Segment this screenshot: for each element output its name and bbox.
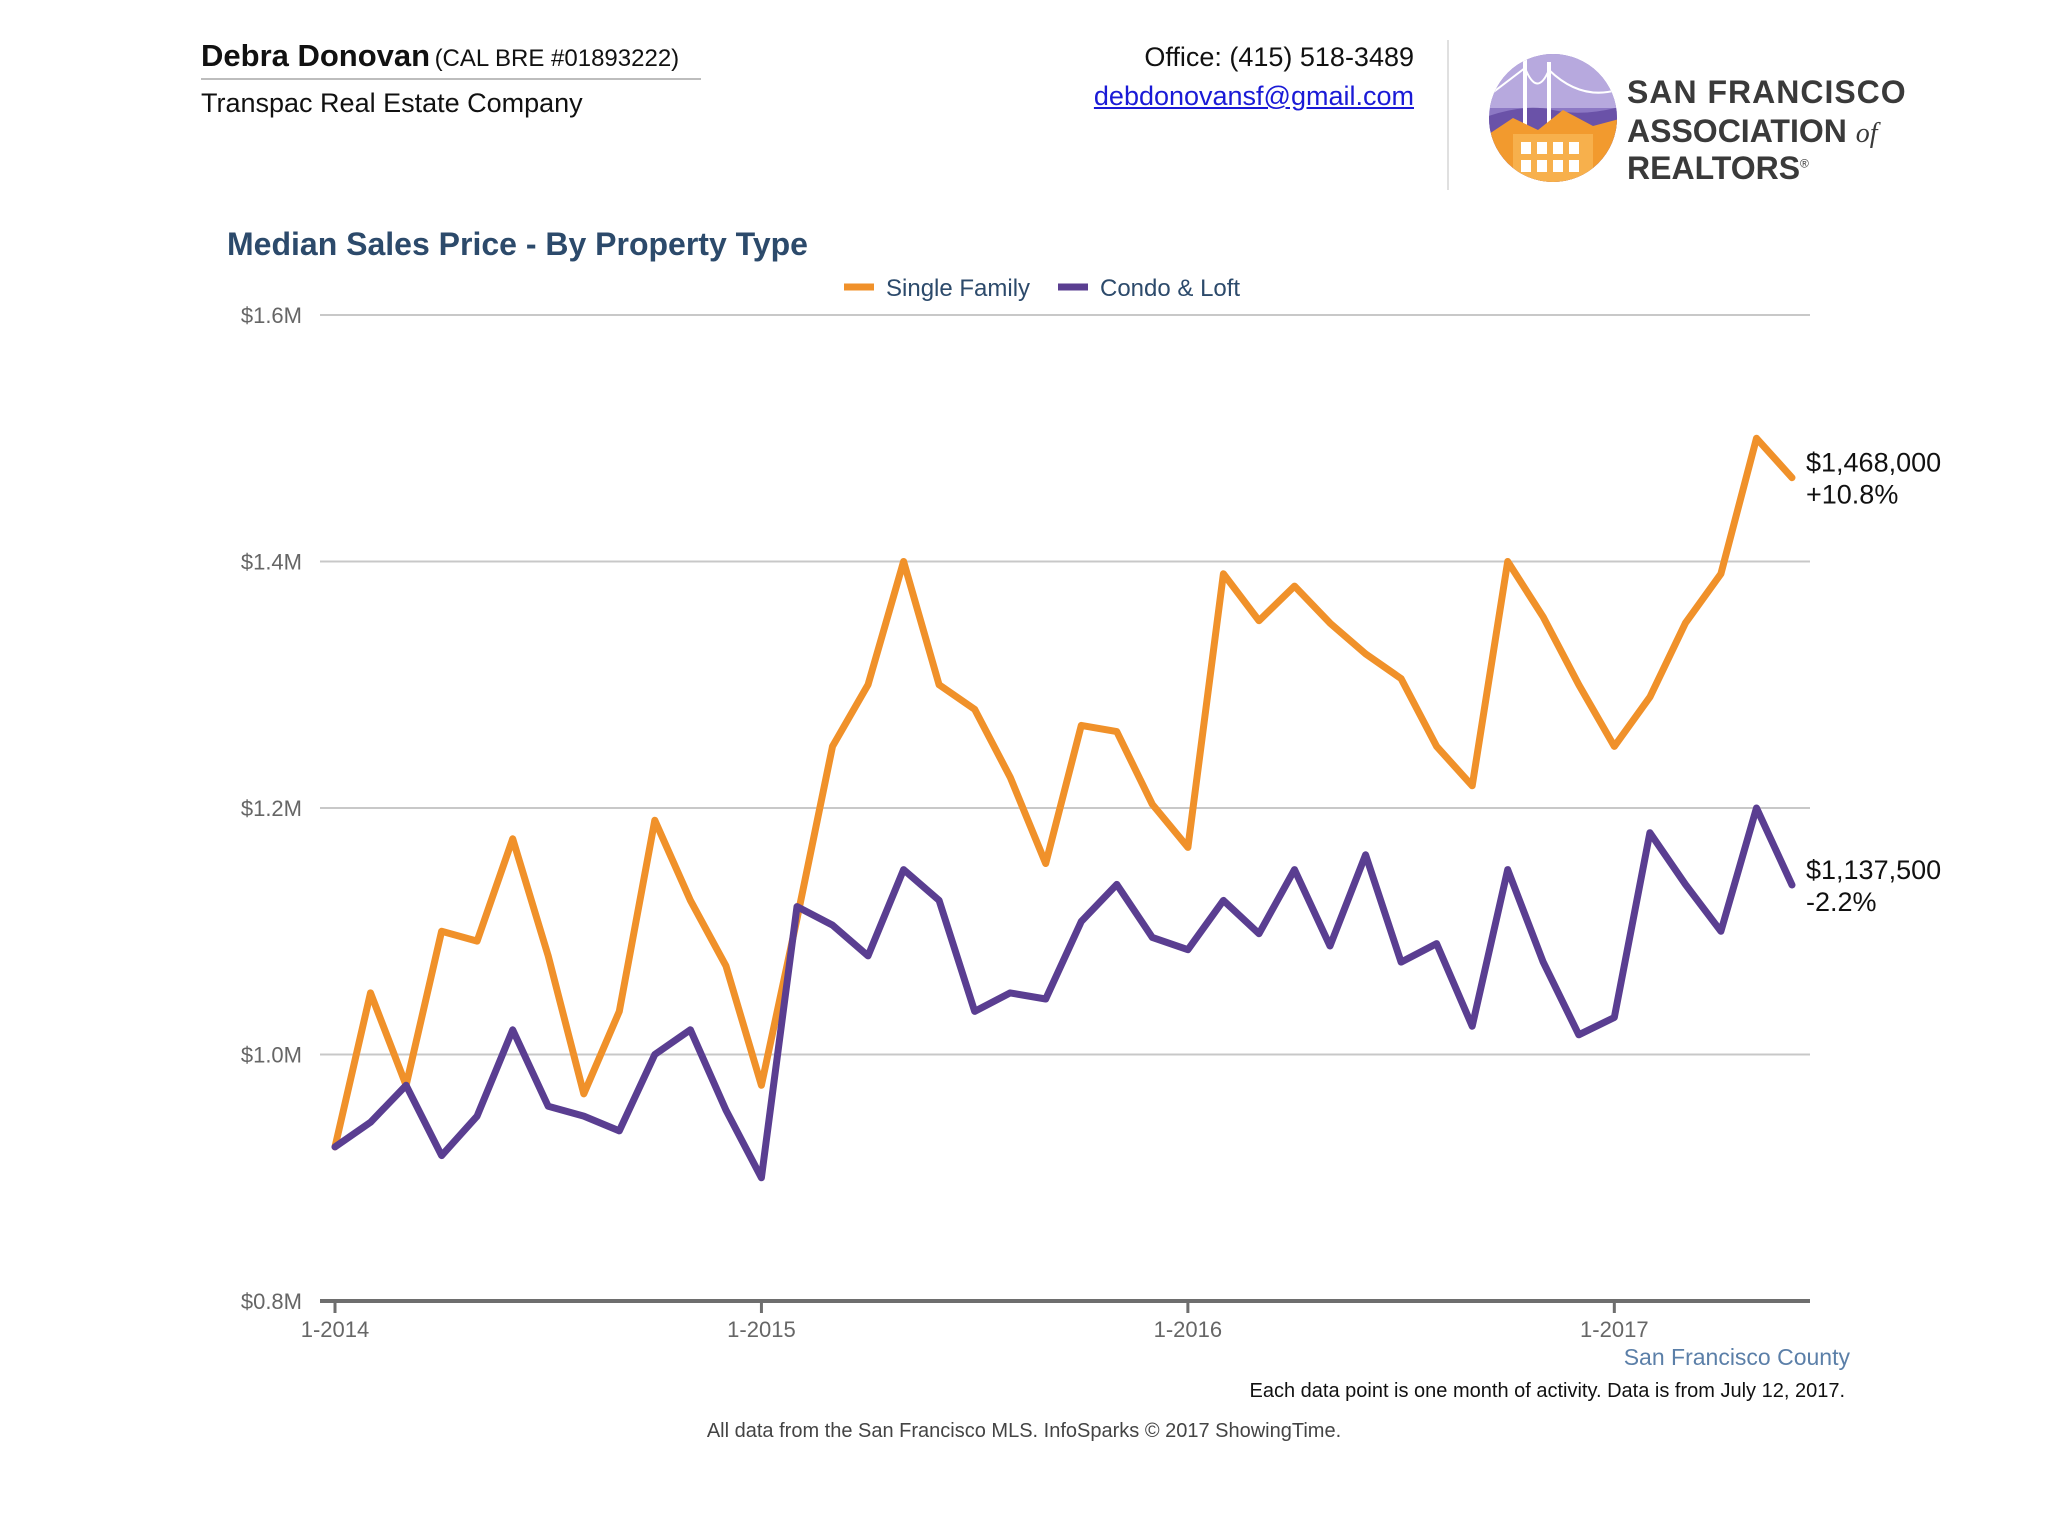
y-tick-label: $1.6M [241, 303, 302, 328]
legend-label: Single Family [886, 275, 1030, 302]
legend-label: Condo & Loft [1100, 275, 1240, 302]
x-tick-label: 1-2017 [1580, 1317, 1649, 1342]
agent-block: Debra Donovan (CAL BRE #01893222) Transp… [201, 38, 701, 119]
agent-name: Debra Donovan [201, 38, 431, 73]
source-note: All data from the San Francisco MLS. Inf… [706, 1420, 1342, 1442]
y-tick-label: $0.8M [241, 1289, 302, 1314]
agent-underline [201, 78, 701, 80]
x-tick-label: 1-2015 [727, 1317, 796, 1342]
office-phone: Office: (415) 518-3489 [1144, 42, 1414, 72]
sfar-logo-icon [1489, 54, 1617, 182]
agent-license: (CAL BRE #01893222) [434, 45, 680, 72]
logo-association: Association [1627, 113, 1856, 149]
series-lines [331, 434, 1796, 1182]
x-tick-label: 1-2014 [301, 1317, 370, 1342]
series-line-condo-loft [331, 804, 1796, 1182]
axes: 1-2014 1-2015 1-2016 1-2017 [301, 1299, 1810, 1342]
end-value-label: $1,137,500 [1806, 855, 1941, 885]
end-change-label: +10.8% [1806, 480, 1898, 510]
header-divider [1447, 40, 1449, 190]
gridlines: $0.8M $1.0M $1.2M $1.4M $1.6M [241, 303, 1810, 1314]
logo-line-2: Association of Realtors® [1627, 113, 2048, 187]
x-tick-label: 1-2016 [1154, 1317, 1223, 1342]
y-tick-label: $1.2M [241, 796, 302, 821]
end-value-label: $1,468,000 [1806, 448, 1941, 478]
legend: Single Family Condo & Loft [844, 275, 1240, 302]
y-tick-label: $1.0M [241, 1043, 302, 1068]
end-change-label: -2.2% [1806, 887, 1877, 917]
series-line-single-family [331, 434, 1796, 1151]
logo-realtors: Realtors [1627, 150, 1801, 186]
end-labels: $1,468,000+10.8% $1,137,500-2.2% [1806, 448, 1941, 917]
contact-block: Office: (415) 518-3489 debdonovansf@gmai… [1094, 42, 1414, 112]
agent-company: Transpac Real Estate Company [201, 88, 583, 118]
logo-line-1: San Francisco [1627, 74, 1907, 110]
logo-of: of [1855, 118, 1878, 149]
y-tick-label: $1.4M [241, 550, 302, 575]
chart-title: Median Sales Price - By Property Type [227, 226, 808, 262]
county-label: San Francisco County [1623, 1344, 1850, 1370]
email-link[interactable]: debdonovansf@gmail.com [1093, 81, 1414, 111]
sfar-logo-text: San Francisco Association of Realtors® [1627, 74, 2048, 187]
logo-registered-mark: ® [1800, 156, 1809, 171]
data-note: Each data point is one month of activity… [1249, 1380, 1846, 1402]
